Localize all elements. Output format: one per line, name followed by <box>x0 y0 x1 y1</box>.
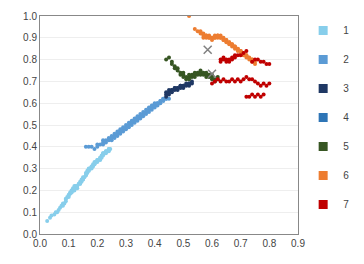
svg-text:0.4: 0.4 <box>148 238 162 249</box>
svg-text:0.0: 0.0 <box>33 238 47 249</box>
svg-text:0.5: 0.5 <box>23 120 37 131</box>
svg-text:1.0: 1.0 <box>23 11 37 22</box>
svg-text:3: 3 <box>343 83 349 94</box>
svg-text:0.1: 0.1 <box>62 238 76 249</box>
svg-text:5: 5 <box>343 141 349 152</box>
svg-text:0.1: 0.1 <box>23 207 37 218</box>
svg-text:0.7: 0.7 <box>23 76 37 87</box>
svg-text:4: 4 <box>343 112 349 123</box>
svg-text:1: 1 <box>343 25 349 36</box>
svg-text:0.9: 0.9 <box>23 32 37 43</box>
svg-text:0.8: 0.8 <box>262 238 276 249</box>
svg-text:0.6: 0.6 <box>205 238 219 249</box>
svg-text:0.7: 0.7 <box>234 238 248 249</box>
svg-text:0.5: 0.5 <box>176 238 190 249</box>
svg-text:7: 7 <box>343 199 349 210</box>
svg-text:0.2: 0.2 <box>23 185 37 196</box>
svg-text:0.3: 0.3 <box>119 238 133 249</box>
svg-text:2: 2 <box>343 54 349 65</box>
svg-text:0.8: 0.8 <box>23 54 37 65</box>
svg-text:0.2: 0.2 <box>90 238 104 249</box>
svg-text:0.0: 0.0 <box>23 229 37 240</box>
svg-text:0.4: 0.4 <box>23 141 37 152</box>
svg-text:0.3: 0.3 <box>23 163 37 174</box>
svg-text:6: 6 <box>343 170 349 181</box>
svg-text:0.6: 0.6 <box>23 98 37 109</box>
svg-text:0.9: 0.9 <box>291 238 305 249</box>
